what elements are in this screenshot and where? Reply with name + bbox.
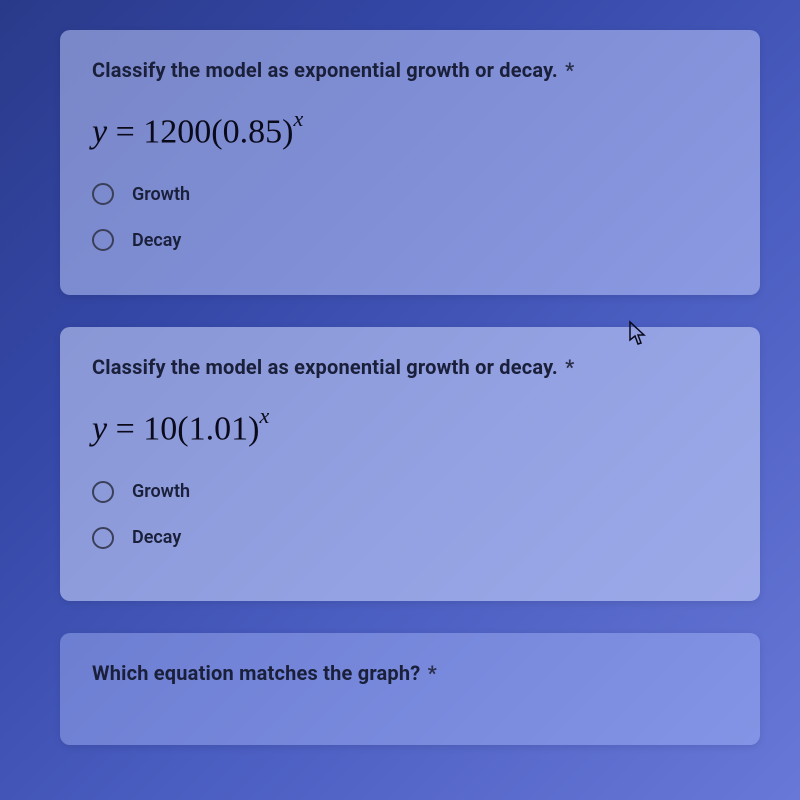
equation-equals: = bbox=[107, 411, 143, 448]
question-title: Classify the model as exponential growth… bbox=[92, 58, 728, 82]
equation-coefficient: 10 bbox=[143, 411, 177, 448]
question-card-3: Which equation matches the graph? * bbox=[60, 633, 760, 745]
question-card-1: Classify the model as exponential growth… bbox=[60, 30, 760, 295]
radio-icon[interactable] bbox=[92, 481, 114, 503]
option-label: Decay bbox=[132, 230, 181, 251]
required-mark: * bbox=[428, 661, 437, 685]
question-title: Classify the model as exponential growth… bbox=[92, 355, 728, 379]
equation-base: (1.01) bbox=[177, 411, 259, 448]
equation-base: (0.85) bbox=[211, 113, 293, 150]
option-label: Decay bbox=[132, 527, 181, 548]
equation-lhs: y bbox=[92, 113, 107, 150]
option-label: Growth bbox=[132, 184, 190, 205]
radio-icon[interactable] bbox=[92, 183, 114, 205]
option-growth[interactable]: Growth bbox=[92, 469, 728, 515]
option-decay[interactable]: Decay bbox=[92, 217, 728, 263]
equation-display: y = 10(1.01)x bbox=[92, 407, 728, 448]
option-decay[interactable]: Decay bbox=[92, 515, 728, 561]
option-label: Growth bbox=[132, 481, 190, 502]
question-text: Classify the model as exponential growth… bbox=[92, 355, 558, 379]
equation-exponent: x bbox=[293, 106, 303, 131]
radio-icon[interactable] bbox=[92, 229, 114, 251]
equation-equals: = bbox=[107, 113, 143, 150]
cursor-icon bbox=[628, 320, 650, 352]
question-card-2: Classify the model as exponential growth… bbox=[60, 327, 760, 600]
question-title: Which equation matches the graph? * bbox=[92, 661, 728, 685]
question-text: Classify the model as exponential growth… bbox=[92, 58, 558, 82]
radio-icon[interactable] bbox=[92, 527, 114, 549]
equation-exponent: x bbox=[259, 403, 269, 428]
question-text: Which equation matches the graph? bbox=[92, 661, 420, 685]
equation-coefficient: 1200 bbox=[143, 113, 211, 150]
option-growth[interactable]: Growth bbox=[92, 171, 728, 217]
equation-lhs: y bbox=[92, 411, 107, 448]
required-mark: * bbox=[565, 355, 574, 379]
equation-display: y = 1200(0.85)x bbox=[92, 110, 728, 151]
required-mark: * bbox=[565, 58, 574, 82]
